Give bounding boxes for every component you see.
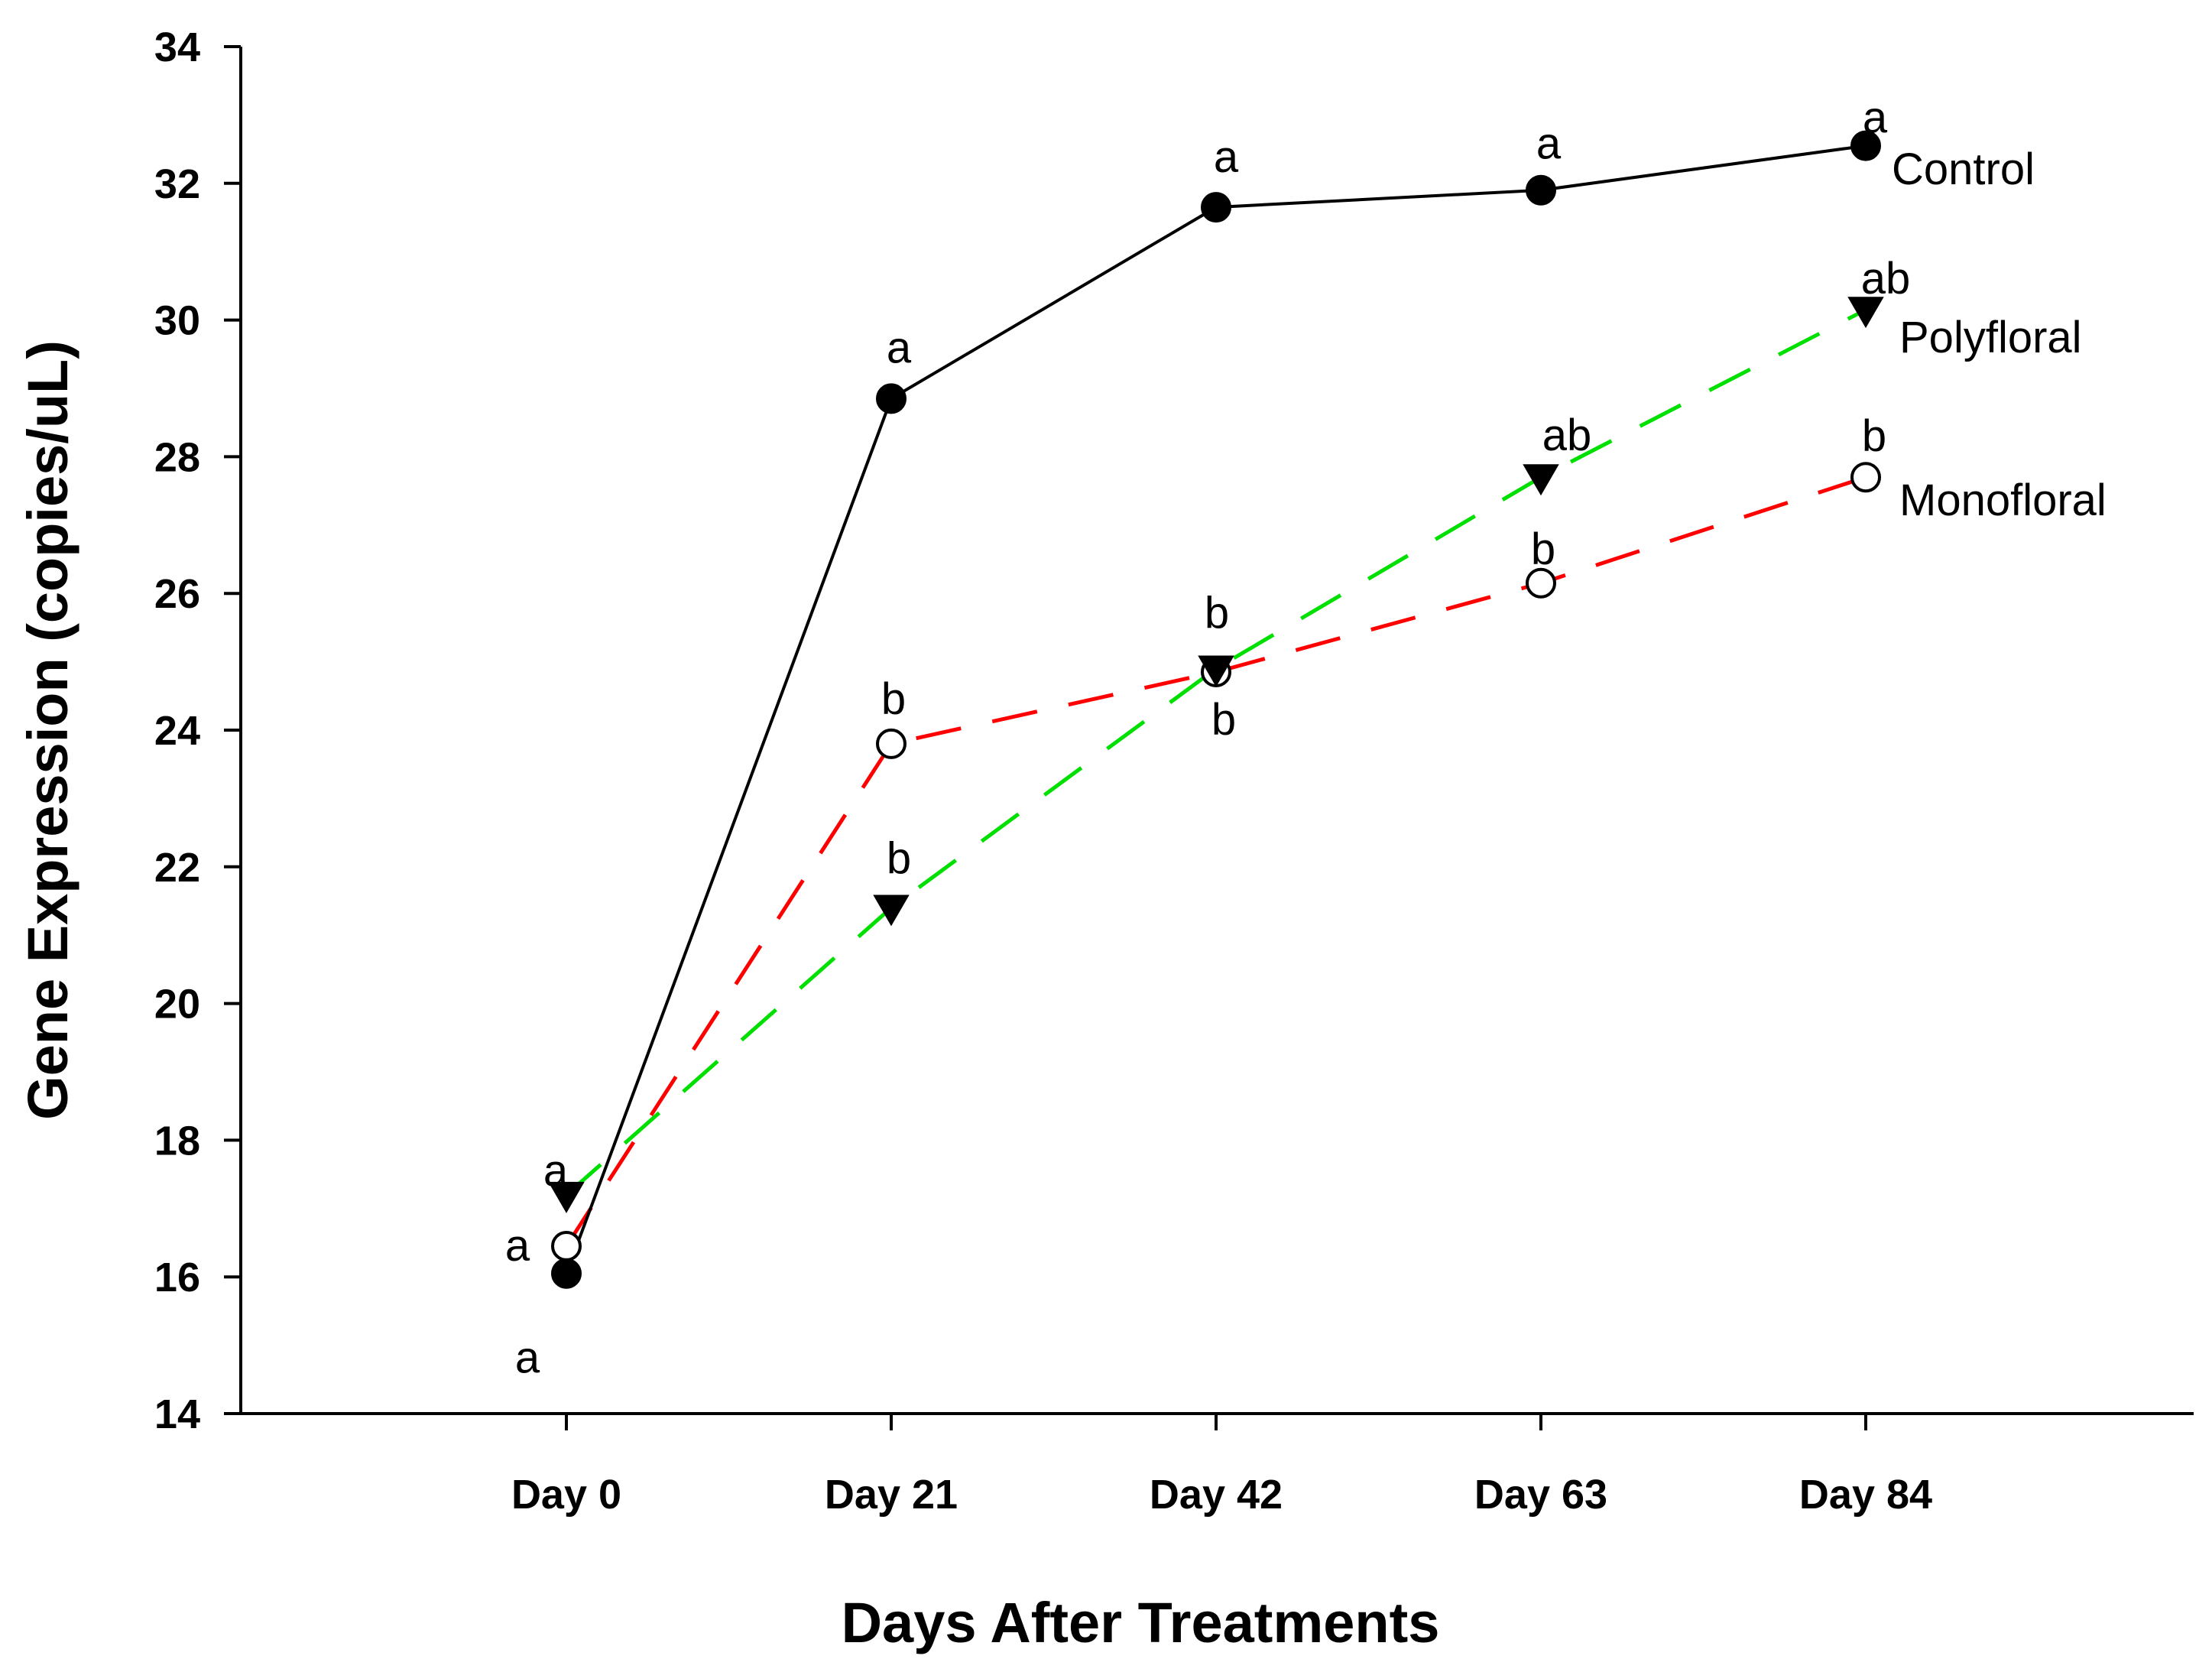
y-axis-title: Gene Expression (copies/uL) bbox=[16, 340, 79, 1120]
marker-polyfloral bbox=[1523, 464, 1559, 496]
marker-control bbox=[1201, 192, 1231, 223]
x-tick-label: Day 21 bbox=[825, 1472, 958, 1518]
y-tick-label: 32 bbox=[154, 161, 200, 207]
series-line-polyfloral bbox=[565, 307, 1867, 1196]
significance-letter: a bbox=[515, 1333, 540, 1383]
significance-letter: b bbox=[1211, 695, 1236, 745]
y-tick-label: 28 bbox=[154, 434, 200, 480]
y-tick-label: 34 bbox=[154, 24, 200, 70]
significance-letter: a bbox=[505, 1221, 530, 1271]
significance-letter: b bbox=[1205, 589, 1229, 638]
y-tick-label: 16 bbox=[154, 1255, 200, 1300]
significance-letter: b bbox=[881, 674, 906, 724]
significance-letter: b bbox=[1531, 524, 1555, 574]
marker-polyfloral bbox=[1847, 297, 1884, 329]
marker-monofloral bbox=[1850, 462, 1881, 493]
series-label-monofloral: Monofloral bbox=[1899, 476, 2107, 525]
marker-polyfloral bbox=[548, 1181, 585, 1213]
significance-letter: a bbox=[887, 323, 912, 372]
marker-control bbox=[876, 383, 907, 414]
significance-letter: a bbox=[543, 1146, 569, 1196]
x-tick-label: Day 84 bbox=[1799, 1472, 1932, 1518]
significance-letter: ab bbox=[1542, 411, 1592, 460]
marker-monofloral bbox=[1526, 567, 1556, 599]
marker-control bbox=[1526, 174, 1556, 206]
significance-letter: b bbox=[1862, 411, 1886, 461]
marker-control bbox=[551, 1258, 582, 1289]
significance-letter: ab bbox=[1861, 254, 1911, 304]
x-tick-label: Day 63 bbox=[1474, 1472, 1607, 1518]
marker-monofloral bbox=[551, 1230, 582, 1261]
x-tick-label: Day 42 bbox=[1150, 1472, 1283, 1518]
significance-letter: a bbox=[1863, 93, 1888, 143]
x-tick-label: Day 0 bbox=[511, 1472, 621, 1518]
series-line-monofloral bbox=[564, 475, 1867, 1248]
series-label-control: Control bbox=[1892, 144, 2035, 194]
marker-monofloral bbox=[876, 728, 907, 759]
y-tick-label: 26 bbox=[154, 571, 200, 617]
y-tick-label: 18 bbox=[154, 1118, 200, 1164]
marker-control bbox=[1850, 130, 1881, 161]
axes bbox=[224, 45, 2194, 1430]
y-tick-label: 20 bbox=[154, 982, 200, 1028]
y-tick-label: 24 bbox=[154, 708, 200, 754]
series-label-polyfloral: Polyfloral bbox=[1899, 313, 2082, 362]
series-markers bbox=[548, 130, 1884, 1289]
marker-polyfloral bbox=[1198, 655, 1234, 687]
y-tick-label: 30 bbox=[154, 298, 200, 344]
chart-text: 14 16 18 20 22 24 26 28 30 32 34 Day 0 Day 21 Day 42 D… bbox=[16, 24, 2107, 1654]
significance-letter: b bbox=[887, 833, 911, 883]
y-tick-label: 14 bbox=[154, 1391, 200, 1437]
marker-polyfloral bbox=[873, 894, 910, 927]
x-axis-title: Days After Treatments bbox=[842, 1591, 1440, 1654]
significance-letter: a bbox=[1536, 119, 1562, 169]
y-tick-label: 22 bbox=[154, 845, 200, 891]
significance-letter: a bbox=[1214, 132, 1239, 182]
